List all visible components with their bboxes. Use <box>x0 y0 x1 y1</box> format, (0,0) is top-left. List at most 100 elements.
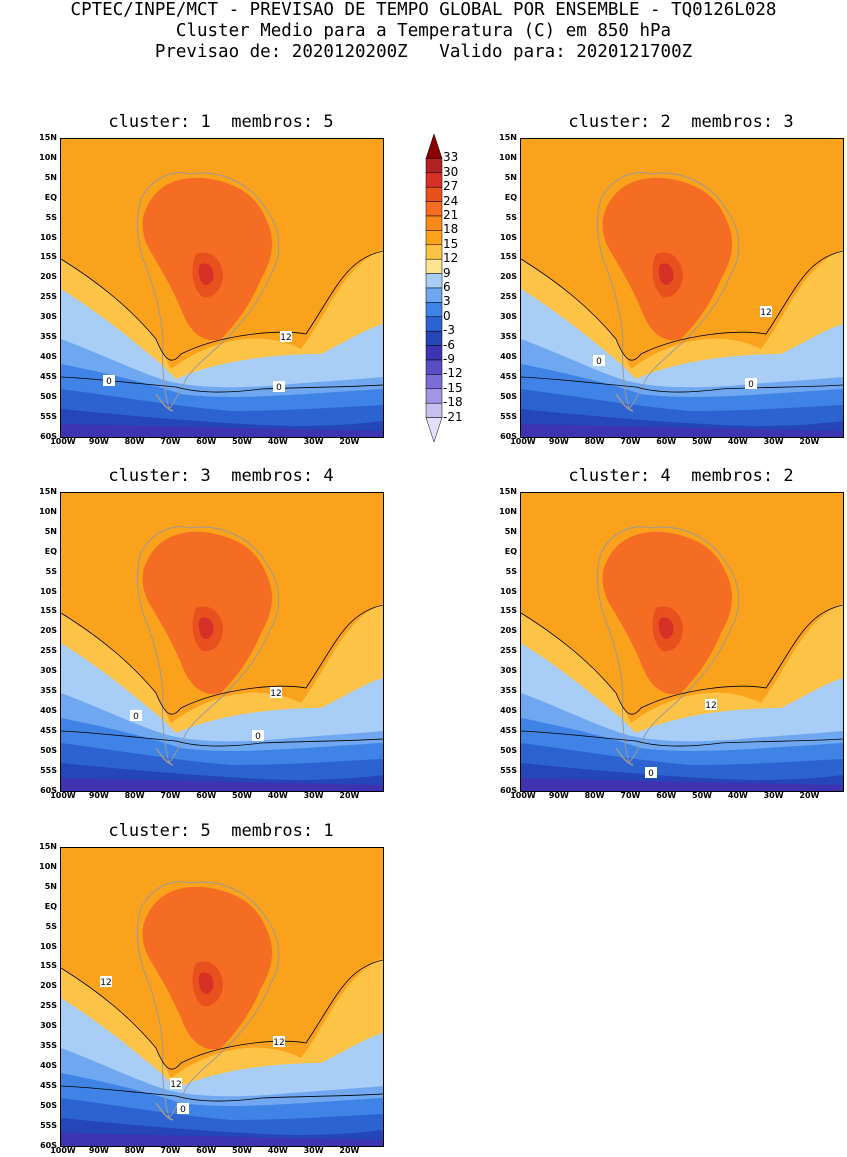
colorbar-level-label: -21 <box>443 409 463 424</box>
lat-tick-label: 35S <box>40 332 57 341</box>
lat-tick-label: EQ <box>44 192 57 202</box>
lon-tick-label: 30W <box>763 437 784 446</box>
lon-tick-label: 100W <box>510 791 536 800</box>
lat-tick-label: 30S <box>40 1021 57 1031</box>
lat-tick-label: 45S <box>500 725 517 735</box>
contour-label: 12 <box>760 306 772 318</box>
temperature-map-4: 12 0 <box>520 492 844 792</box>
colorbar-segment <box>425 158 443 174</box>
contour-label: 0 <box>252 730 264 742</box>
lat-tick-label: 5N <box>504 172 517 182</box>
colorbar-svg <box>425 133 443 443</box>
panel-title-3: cluster: 3 membros: 4 <box>108 466 334 486</box>
lat-tick-label: 55S <box>500 411 517 421</box>
lat-tick-label: 30S <box>500 312 517 322</box>
svg-text:0: 0 <box>648 769 654 779</box>
lat-tick-label: 50S <box>40 1100 57 1110</box>
lat-tick-label: EQ <box>504 192 517 202</box>
lat-tick-label: 10S <box>40 232 57 242</box>
lat-tick-label: 5N <box>504 526 517 536</box>
lat-tick-label: 20S <box>500 272 517 282</box>
lat-tick-label: 40S <box>500 705 517 715</box>
svg-text:0: 0 <box>596 357 602 367</box>
colorbar-level-label: 15 <box>443 236 459 251</box>
contour-label: 0 <box>745 378 757 390</box>
lon-tick-label: 50W <box>232 1146 252 1155</box>
lon-tick-label: 80W <box>124 1146 145 1155</box>
lon-tick-label: 60W <box>656 437 677 446</box>
colorbar <box>424 133 444 443</box>
colorbar-level-label: 27 <box>443 179 459 194</box>
lat-tick-label: 30S <box>40 666 57 676</box>
panel-title-2: cluster: 2 membros: 3 <box>568 112 794 132</box>
colorbar-segment <box>425 258 443 274</box>
lat-tick-label: 5N <box>44 881 57 891</box>
panel-title-4: cluster: 4 membros: 2 <box>568 466 794 486</box>
lat-tick-label: 45S <box>40 371 57 381</box>
lon-tick-label: 60W <box>196 791 217 800</box>
lon-tick-label: 60W <box>656 791 677 800</box>
lon-tick-label: 100W <box>50 437 76 446</box>
lon-tick-label: 20W <box>339 437 360 446</box>
contour-label: 0 <box>273 381 285 393</box>
colorbar-segment <box>425 359 443 375</box>
lat-tick-label: 25S <box>40 1001 57 1011</box>
lon-tick-label: 90W <box>548 437 569 446</box>
lat-tick-label: 25S <box>500 646 517 656</box>
lat-tick-label: 40S <box>40 705 57 715</box>
svg-text:0: 0 <box>133 712 139 722</box>
lon-tick-label: 40W <box>727 437 748 446</box>
lon-tick-label: 70W <box>160 791 181 800</box>
lon-tick-label: 90W <box>548 791 569 800</box>
colorbar-level-label: 6 <box>443 280 451 294</box>
lat-tick-label: 5S <box>505 566 517 576</box>
lon-tick-label: 40W <box>267 791 288 800</box>
lat-tick-label: 50S <box>40 745 57 755</box>
lat-tick-label: 15N <box>499 487 517 496</box>
lon-tick-label: 30W <box>303 437 324 446</box>
colorbar-level-label: 0 <box>443 308 451 323</box>
lat-tick-label: 25S <box>40 292 57 302</box>
lat-tick-label: 15N <box>39 487 57 496</box>
lat-tick-label: 15S <box>500 606 517 616</box>
colorbar-level-label: -6 <box>443 337 455 352</box>
contour-label: 12 <box>170 1078 182 1090</box>
lat-tick-label: EQ <box>504 546 517 556</box>
contour-label: 0 <box>593 355 605 367</box>
lon-tick-label: 60W <box>196 437 217 446</box>
colorbar-segment <box>425 388 443 404</box>
colorbar-segment <box>425 417 443 443</box>
colorbar-level-label: -15 <box>443 380 463 395</box>
lat-tick-label: 20S <box>500 626 517 636</box>
lon-tick-label: 30W <box>303 1146 324 1155</box>
svg-text:0: 0 <box>180 1105 186 1115</box>
lat-tick-label: 5N <box>44 172 57 182</box>
lat-tick-label: 30S <box>500 666 517 676</box>
contour-label: 0 <box>177 1103 189 1115</box>
lon-tick-label: 100W <box>510 437 536 446</box>
svg-text:12: 12 <box>100 978 111 988</box>
lon-tick-label: 70W <box>620 437 641 446</box>
colorbar-segment <box>425 215 443 231</box>
contour-label: 12 <box>270 687 282 699</box>
lon-tick-label: 80W <box>584 791 605 800</box>
lon-tick-label: 80W <box>124 791 145 800</box>
lat-tick-label: 20S <box>40 626 57 636</box>
colorbar-level-label: 12 <box>443 251 459 266</box>
svg-text:0: 0 <box>106 377 112 387</box>
lon-tick-label: 70W <box>620 791 641 800</box>
lat-tick-label: 45S <box>40 725 57 735</box>
svg-text:0: 0 <box>276 383 282 393</box>
lat-tick-label: 55S <box>40 411 57 421</box>
header-line-3: Previsao de: 2020120200Z Valido para: 20… <box>154 42 693 62</box>
lat-tick-label: 55S <box>500 765 517 775</box>
colorbar-level-label: 33 <box>443 150 459 165</box>
lon-tick-label: 40W <box>267 1146 288 1155</box>
temperature-map-1: 12 0 0 <box>60 138 384 438</box>
lat-tick-label: 35S <box>500 686 517 695</box>
colorbar-segment <box>425 402 443 418</box>
colorbar-level-label: 18 <box>443 222 459 237</box>
lon-tick-label: 30W <box>763 791 784 800</box>
colorbar-level-label: 3 <box>443 294 451 309</box>
contour-label: 12 <box>280 331 292 343</box>
